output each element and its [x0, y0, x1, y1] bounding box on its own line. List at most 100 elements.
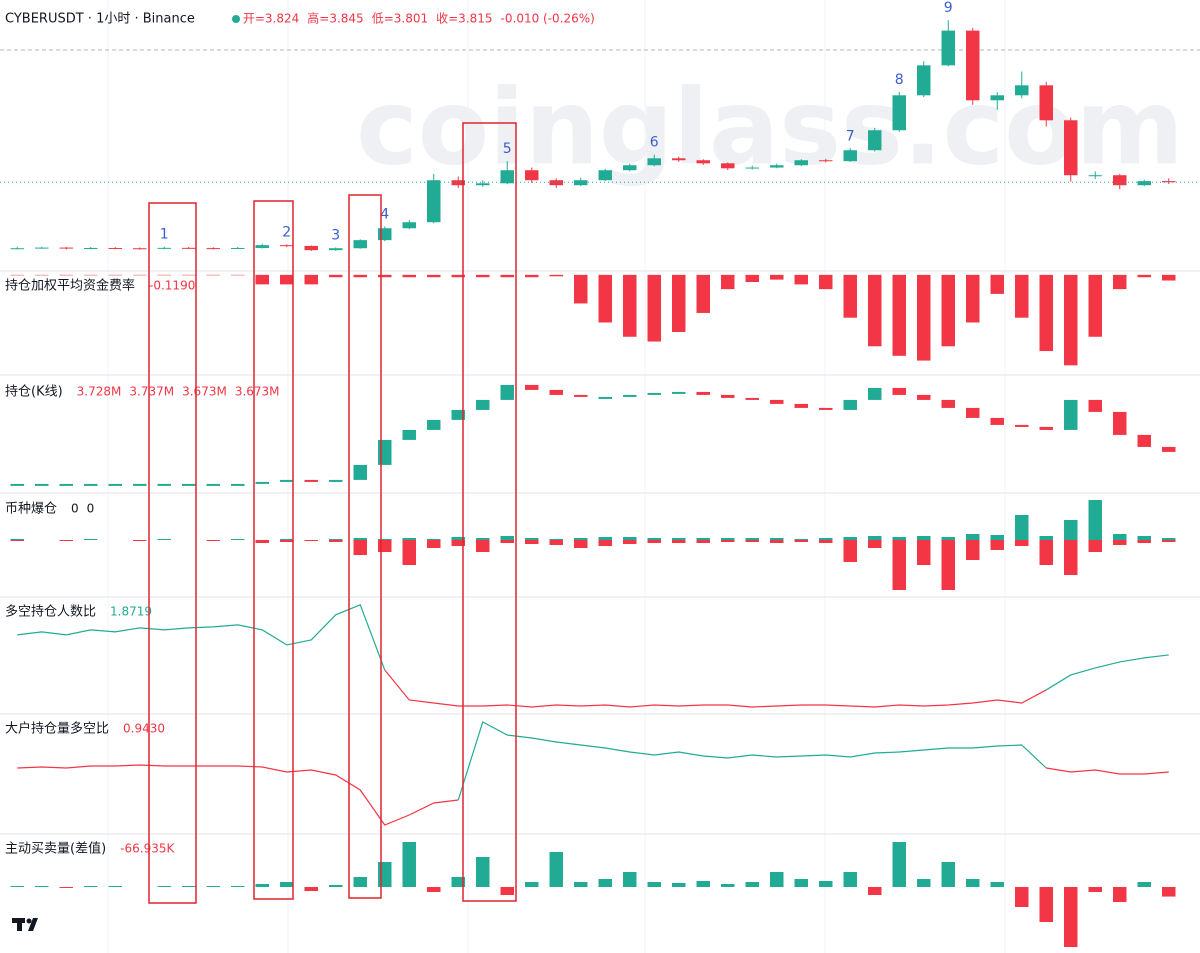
bar [1162, 887, 1176, 897]
bar [427, 539, 441, 540]
oi-candle [206, 483, 220, 486]
bar [843, 537, 857, 540]
oi-candle [157, 483, 171, 486]
bar [941, 537, 955, 540]
oi-candle [843, 399, 857, 410]
bar [378, 540, 392, 552]
bar [647, 540, 661, 543]
bar [672, 883, 686, 887]
bar [990, 274, 1004, 294]
bar [182, 886, 196, 887]
candle-body [598, 170, 612, 181]
oi-candle [1137, 434, 1151, 447]
bar [280, 274, 294, 285]
bar [427, 274, 441, 278]
bar [794, 274, 808, 285]
annotation: 4 [380, 206, 389, 222]
bar [794, 539, 808, 540]
oi-candle [1015, 424, 1029, 427]
bar [770, 274, 784, 280]
bar [966, 540, 980, 560]
bar [206, 886, 220, 887]
bar [843, 274, 857, 318]
bar [304, 274, 318, 285]
oi-candle [231, 483, 245, 486]
oi-candle [819, 407, 833, 410]
bar [525, 882, 539, 887]
bar [84, 886, 98, 887]
legend-value: -0.1190 [149, 279, 195, 293]
bar [500, 540, 514, 543]
legend-value: -0.010 (-0.26%) [501, 12, 595, 26]
bar [941, 274, 955, 347]
bar [1088, 500, 1102, 540]
bar [574, 274, 588, 304]
bar [1088, 540, 1102, 552]
legend-value: 3.673M [182, 385, 227, 399]
bar [255, 274, 269, 285]
bar [745, 540, 759, 542]
bar [402, 540, 416, 565]
bar [525, 538, 539, 540]
watermark: coinglass.com [356, 66, 1184, 188]
bar [451, 540, 465, 546]
oi-candle [280, 479, 294, 482]
bar [378, 539, 392, 540]
annotation: 9 [944, 0, 953, 16]
candle-body [917, 65, 931, 96]
bar [1162, 538, 1176, 540]
bar [1015, 515, 1029, 540]
panel-title: 主动买卖量(差值) [5, 841, 106, 857]
bar [966, 274, 980, 323]
bar [623, 872, 637, 887]
oi-candle [378, 439, 392, 465]
legend-value: 0.9430 [123, 722, 165, 736]
bar [329, 274, 343, 278]
bar [329, 539, 343, 540]
bar [476, 538, 490, 540]
oi-candle [1064, 399, 1078, 430]
oi-candle [892, 387, 906, 395]
bar [1162, 540, 1176, 542]
line [384, 669, 1047, 708]
bar [255, 884, 269, 887]
bar [1015, 540, 1029, 546]
bar [1137, 540, 1151, 543]
candle-body [721, 163, 735, 169]
bar [721, 884, 735, 887]
bar [10, 540, 24, 541]
bar [549, 540, 563, 545]
bar [868, 887, 882, 895]
candle-body [745, 167, 759, 169]
candle-body [182, 247, 196, 249]
bar [770, 540, 784, 543]
bar [353, 274, 367, 278]
bar [892, 540, 906, 590]
bar [672, 540, 686, 543]
annotation: 3 [331, 227, 340, 243]
bar [1088, 274, 1102, 337]
oi-candle [108, 483, 122, 486]
oi-candle [721, 394, 735, 398]
bar [451, 274, 465, 278]
candle-body [1113, 175, 1127, 186]
oi-candle [917, 394, 931, 400]
bar [917, 879, 931, 887]
bar [892, 274, 906, 356]
bar [10, 539, 24, 540]
oi-candle [451, 409, 465, 420]
candle-body [1162, 181, 1176, 183]
bar [35, 886, 49, 887]
bar [966, 534, 980, 540]
bar [206, 540, 220, 541]
bar [255, 540, 269, 543]
bar [598, 540, 612, 546]
bar [231, 539, 245, 540]
bar [623, 540, 637, 544]
bar [1064, 520, 1078, 540]
candle-body [868, 130, 882, 151]
bar [451, 537, 465, 540]
oi-candle [402, 429, 416, 440]
oi-candle [696, 391, 710, 395]
